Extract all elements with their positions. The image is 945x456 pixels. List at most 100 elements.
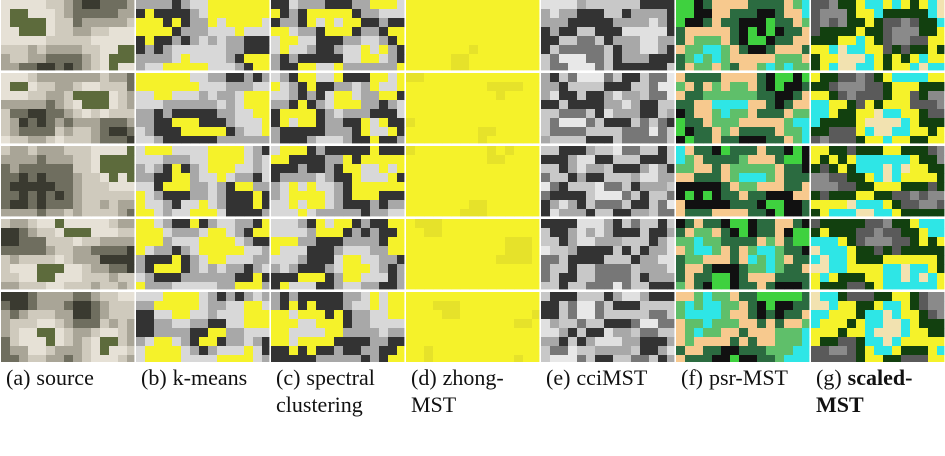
pixel-block bbox=[874, 273, 883, 282]
pixel-block bbox=[820, 319, 829, 328]
pixel-block bbox=[811, 219, 820, 228]
pixel-block bbox=[19, 246, 28, 255]
pixel-block bbox=[730, 228, 739, 237]
pixel-block bbox=[505, 328, 514, 337]
pixel-block bbox=[910, 100, 919, 109]
pixel-block bbox=[631, 27, 640, 36]
pixel-block bbox=[874, 155, 883, 164]
pixel-block bbox=[163, 255, 172, 264]
pixel-block bbox=[343, 255, 352, 264]
pixel-block bbox=[208, 9, 217, 18]
pixel-block bbox=[676, 328, 685, 337]
pixel-block bbox=[460, 355, 469, 362]
pixel-block bbox=[910, 301, 919, 310]
pixel-block bbox=[703, 209, 712, 216]
pixel-block bbox=[199, 0, 208, 9]
pixel-block bbox=[163, 155, 172, 164]
pixel-block bbox=[586, 54, 595, 63]
pixel-block bbox=[838, 9, 847, 18]
pixel-block bbox=[37, 9, 46, 18]
pixel-block bbox=[685, 63, 694, 70]
pixel-block bbox=[190, 182, 199, 191]
pixel-block bbox=[91, 164, 100, 173]
pixel-block bbox=[334, 91, 343, 100]
pixel-block bbox=[208, 173, 217, 182]
pixel-block bbox=[433, 136, 442, 143]
pixel-block bbox=[325, 155, 334, 164]
pixel-block bbox=[703, 45, 712, 54]
pixel-block bbox=[523, 301, 532, 310]
pixel-block bbox=[163, 91, 172, 100]
pixel-block bbox=[514, 91, 523, 100]
pixel-block bbox=[739, 118, 748, 127]
pixel-block bbox=[82, 237, 91, 246]
pixel-block bbox=[190, 82, 199, 91]
pixel-block bbox=[892, 219, 901, 228]
pixel-block bbox=[883, 355, 892, 362]
pixel-block bbox=[10, 18, 19, 27]
pixel-block bbox=[343, 54, 352, 63]
pixel-block bbox=[784, 146, 793, 155]
pixel-block bbox=[586, 27, 595, 36]
pixel-block bbox=[361, 127, 370, 136]
pixel-block bbox=[442, 146, 451, 155]
pixel-block bbox=[280, 54, 289, 63]
pixel-block bbox=[325, 73, 334, 82]
pixel-block bbox=[712, 310, 721, 319]
pixel-block bbox=[127, 63, 134, 70]
pixel-block bbox=[658, 18, 667, 27]
pixel-block bbox=[46, 219, 55, 228]
pixel-block bbox=[46, 36, 55, 45]
pixel-block bbox=[802, 127, 809, 136]
pixel-block bbox=[127, 346, 134, 355]
pixel-block bbox=[919, 82, 928, 91]
pixel-block bbox=[46, 237, 55, 246]
pixel-block bbox=[91, 301, 100, 310]
pixel-block bbox=[559, 310, 568, 319]
pixel-block bbox=[865, 273, 874, 282]
pixel-block bbox=[442, 173, 451, 182]
pixel-block bbox=[100, 346, 109, 355]
pixel-block bbox=[19, 228, 28, 237]
pixel-block bbox=[244, 282, 253, 289]
pixel-block bbox=[559, 45, 568, 54]
pixel-block bbox=[100, 118, 109, 127]
pixel-block bbox=[199, 328, 208, 337]
pixel-block bbox=[73, 355, 82, 362]
pixel-block bbox=[370, 282, 379, 289]
pixel-block bbox=[523, 36, 532, 45]
pixel-block bbox=[37, 18, 46, 27]
pixel-block bbox=[397, 182, 404, 191]
pixel-block bbox=[145, 292, 154, 301]
pixel-block bbox=[163, 237, 172, 246]
pixel-block bbox=[874, 191, 883, 200]
pixel-block bbox=[55, 219, 64, 228]
pixel-block bbox=[217, 36, 226, 45]
pixel-block bbox=[658, 200, 667, 209]
pixel-block bbox=[874, 63, 883, 70]
pixel-block bbox=[10, 328, 19, 337]
pixel-block bbox=[559, 9, 568, 18]
pixel-block bbox=[712, 91, 721, 100]
pixel-block bbox=[424, 355, 433, 362]
pixel-block bbox=[730, 301, 739, 310]
pixel-block bbox=[370, 18, 379, 27]
pixel-block bbox=[208, 91, 217, 100]
pixel-block bbox=[316, 18, 325, 27]
pixel-block bbox=[748, 337, 757, 346]
pixel-block bbox=[46, 136, 55, 143]
pixel-block bbox=[793, 346, 802, 355]
pixel-block bbox=[388, 264, 397, 273]
pixel-block bbox=[82, 118, 91, 127]
pixel-block bbox=[208, 328, 217, 337]
pixel-block bbox=[100, 273, 109, 282]
pixel-block bbox=[892, 127, 901, 136]
pixel-block bbox=[208, 273, 217, 282]
pixel-block bbox=[37, 164, 46, 173]
pixel-block bbox=[172, 301, 181, 310]
pixel-block bbox=[739, 228, 748, 237]
pixel-block bbox=[433, 36, 442, 45]
pixel-block bbox=[478, 319, 487, 328]
pixel-block bbox=[811, 155, 820, 164]
pixel-block bbox=[442, 264, 451, 273]
